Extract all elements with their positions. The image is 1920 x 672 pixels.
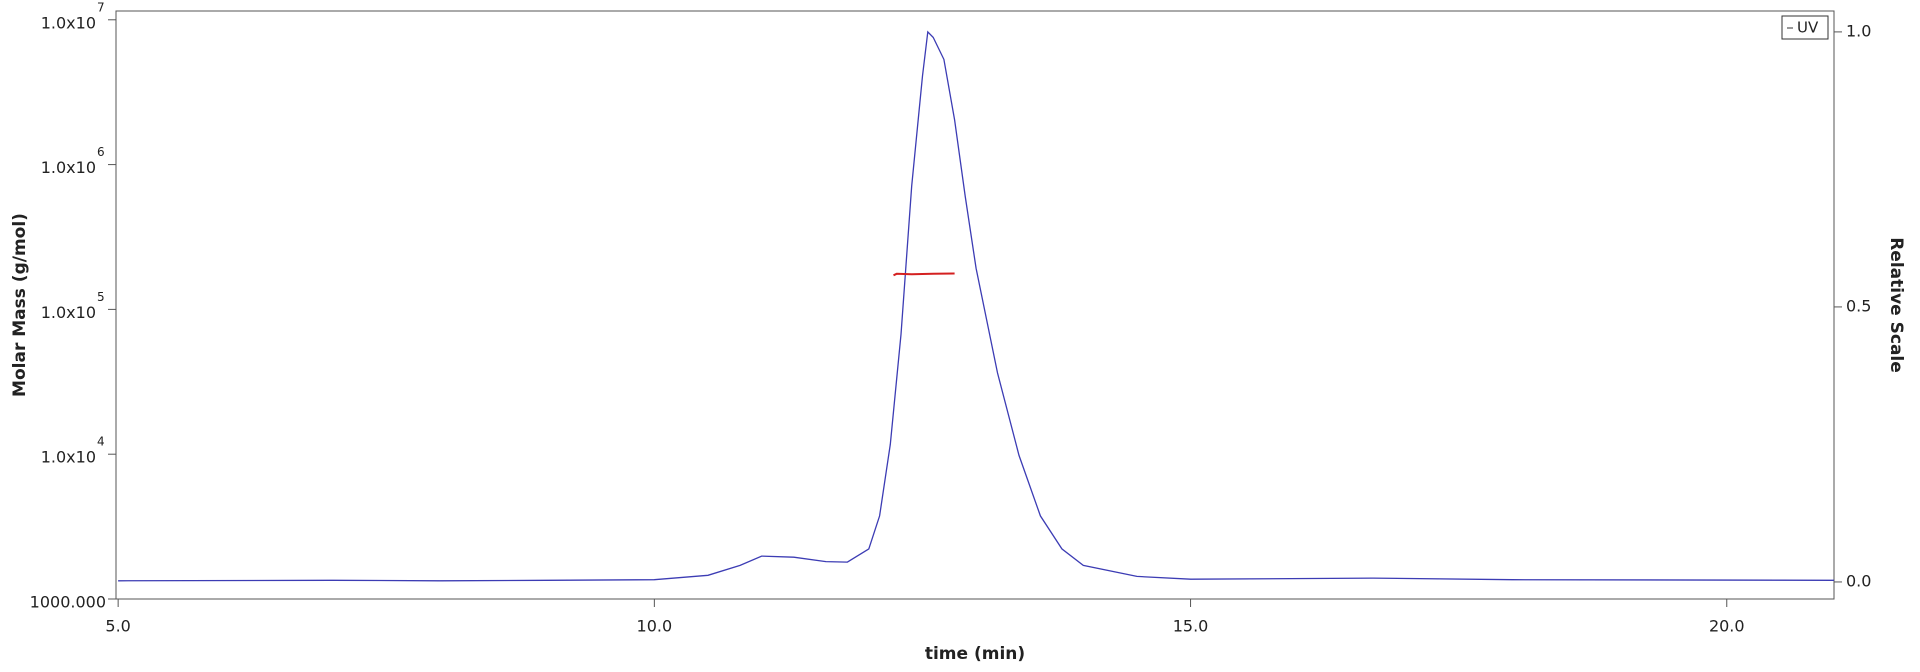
x-tick-label: 20.0: [1709, 617, 1745, 636]
y2-axis-title: Relative Scale: [1886, 237, 1906, 373]
y2-tick-label: 0.0: [1846, 571, 1871, 590]
y-tick-exponent: 5: [97, 290, 105, 304]
x-tick-label: 15.0: [1173, 617, 1209, 636]
y-axis-title: Molar Mass (g/mol): [10, 213, 30, 397]
y-tick-exponent: 4: [97, 435, 105, 449]
legend-label: UV: [1797, 19, 1819, 37]
y-tick-label: 1.0x10: [41, 448, 96, 467]
y-tick-exponent: 7: [97, 0, 105, 14]
y-tick-label: 1.0x10: [41, 303, 96, 322]
x-tick-label: 5.0: [105, 617, 130, 636]
y-tick-label: 1000.000: [30, 593, 106, 612]
data-line: [118, 30, 1835, 582]
y-tick-exponent: 6: [97, 145, 105, 159]
plot-frame: [115, 10, 1835, 600]
legend-box: [1781, 15, 1829, 40]
data-line: [893, 272, 955, 277]
y-tick-label: 1.0x10: [41, 13, 96, 32]
x-axis-title: time (min): [925, 644, 1025, 664]
y2-tick-label: 0.5: [1846, 296, 1871, 315]
y2-tick-label: 1.0: [1846, 21, 1871, 40]
y-tick-label: 1.0x10: [41, 158, 96, 177]
x-tick-label: 10.0: [637, 617, 673, 636]
